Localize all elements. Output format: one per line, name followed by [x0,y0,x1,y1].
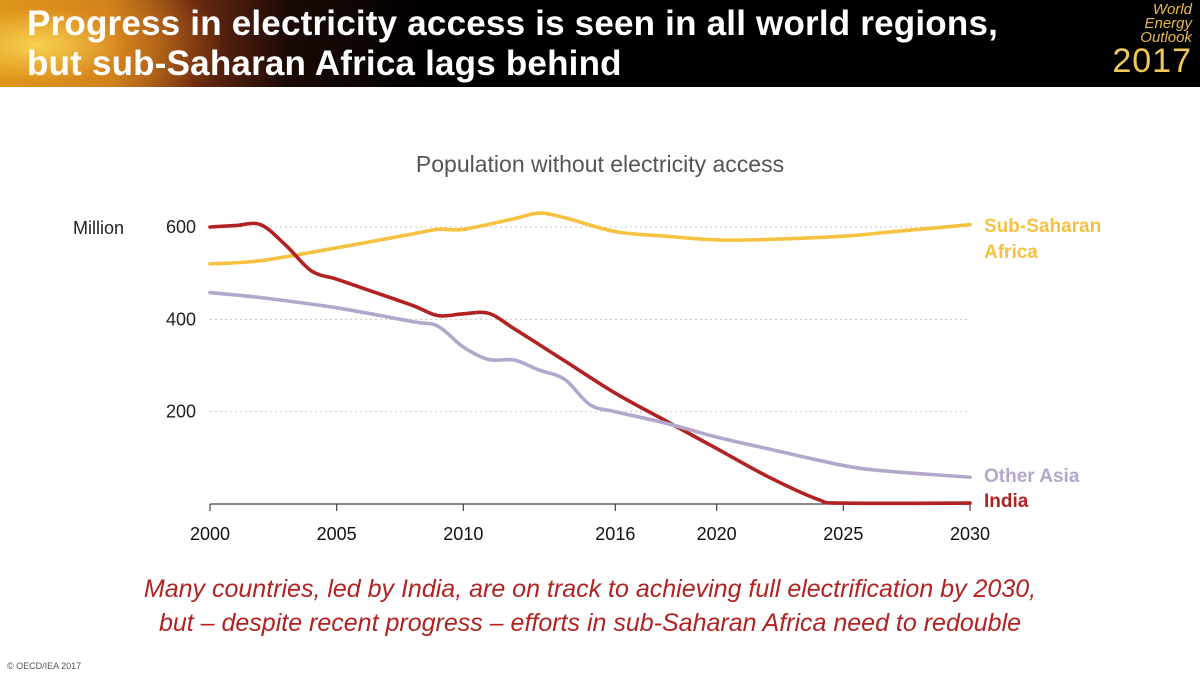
logo-line-2: Energy [1144,15,1192,32]
logo-year: 2017 [1112,42,1192,80]
header-banner: Progress in electricity access is seen i… [0,0,1200,87]
series-line-india [208,221,972,506]
caption-line-1: Many countries, led by India, are on tra… [143,575,1037,603]
y-tick-label: 400 [166,309,196,329]
page-title-line-2: but sub-Saharan Africa lags behind [27,44,622,83]
page-title-line-1: Progress in electricity access is seen i… [27,4,999,43]
caption: Many countries, led by India, are on tra… [0,572,1180,640]
logo-line-1: World [1152,1,1192,18]
x-tick-label: 2010 [443,524,483,544]
y-axis-label: Million [73,218,124,238]
grid-lines [210,226,970,413]
caption-line-2: but – despite recent progress – efforts … [158,609,1022,637]
logo-line-3: Outlook [1140,29,1192,46]
series-line-other-asia [208,290,972,479]
series-labels: Sub-Saharan Africa India Other Asia [984,216,1101,512]
x-tick-label: 2005 [317,524,357,544]
series-line-sub-saharan-africa [208,211,972,266]
series-label-sub-saharan-africa: Sub-Saharan [984,216,1101,237]
y-tick-label: 200 [166,402,196,422]
series-label-india: India [984,491,1029,512]
series-label-sub-saharan-africa: Africa [984,242,1038,263]
line-chart: Population without electricity access Mi… [73,151,1101,544]
x-tick-label: 2030 [950,524,990,544]
series-lines [208,211,972,506]
y-tick-label: 600 [166,217,196,237]
x-tick-label: 2016 [595,524,635,544]
copyright-notice: © OECD/IEA 2017 [7,661,82,671]
x-tick-label: 2020 [697,524,737,544]
chart-title: Population without electricity access [416,151,784,177]
x-tick-label: 2000 [190,524,230,544]
series-label-other-asia: Other Asia [984,466,1080,487]
page-title: Progress in electricity access is seen i… [27,4,998,84]
axes: 200 400 600 2000 2005 2010 2016 2020 2025 2030 [166,217,990,544]
header-flare [0,0,220,87]
x-tick-label: 2025 [823,524,863,544]
weo-logo: World Energy Outlook 2017 [1112,1,1192,80]
